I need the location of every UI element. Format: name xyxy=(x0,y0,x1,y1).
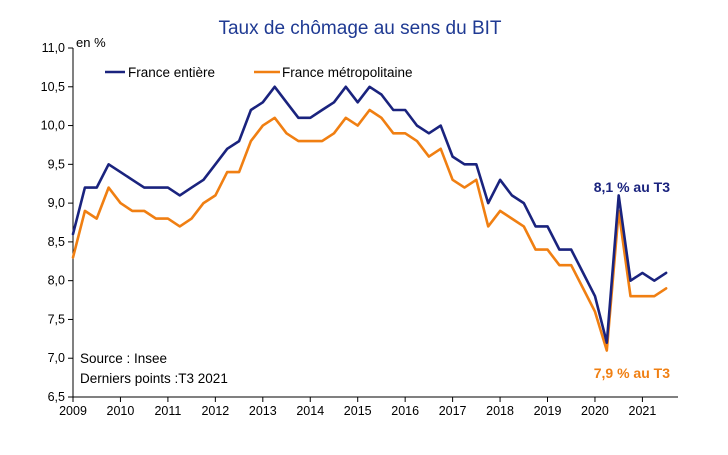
legend: France entière France métropolitaine xyxy=(105,65,413,80)
annotation-france-entiere: 8,1 % au T3 xyxy=(594,179,670,195)
x-tick-label: 2009 xyxy=(59,404,87,418)
y-tick-label: 7,5 xyxy=(48,312,65,326)
y-tick-label: 10,0 xyxy=(41,119,65,133)
chart-title: Taux de chômage au sens du BIT xyxy=(218,18,501,39)
legend-label-france-metropolitaine: France métropolitaine xyxy=(282,65,413,80)
series-line-france-entiere xyxy=(71,85,668,345)
legend-label-france-entiere: France entière xyxy=(128,65,215,80)
x-tick-label: 2010 xyxy=(107,404,135,418)
series-layer xyxy=(71,85,668,352)
x-tick-label: 2011 xyxy=(154,404,181,418)
y-tick-label: 7,0 xyxy=(48,351,65,365)
source-note: Source : Insee xyxy=(80,351,167,366)
x-tick-label: 2013 xyxy=(249,404,277,418)
y-tick-label: 9,0 xyxy=(48,196,65,210)
x-tick-label: 2017 xyxy=(439,404,467,418)
x-tick-label: 2014 xyxy=(296,404,324,418)
x-tick-label: 2018 xyxy=(486,404,514,418)
y-tick-label: 9,5 xyxy=(48,157,65,171)
x-axis: 2009 2010 2011 2012 2013 2014 2015 2016 2017 2018… xyxy=(59,396,678,418)
y-axis: 6,5 7,0 7,5 8,0 8,5 9,0 9,5 10,0 10,5 11,0 xyxy=(41,41,74,404)
x-tick-label: 2016 xyxy=(391,404,419,418)
y-tick-label: 6,5 xyxy=(48,390,65,404)
x-tick-label: 2019 xyxy=(534,404,562,418)
x-tick-label: 2020 xyxy=(581,404,609,418)
y-axis-unit: en % xyxy=(76,35,106,50)
last-points-note: Derniers points :T3 2021 xyxy=(80,371,228,386)
x-tick-label: 2021 xyxy=(629,404,657,418)
annotation-france-metropolitaine: 7,9 % au T3 xyxy=(594,365,670,381)
x-tick-label: 2012 xyxy=(201,404,229,418)
y-tick-label: 10,5 xyxy=(41,80,65,94)
y-tick-label: 8,0 xyxy=(48,274,65,288)
series-line-france-metropolitaine xyxy=(71,108,668,352)
y-tick-label: 8,5 xyxy=(48,235,65,249)
x-tick-label: 2015 xyxy=(344,404,372,418)
y-tick-label: 11,0 xyxy=(42,41,65,55)
